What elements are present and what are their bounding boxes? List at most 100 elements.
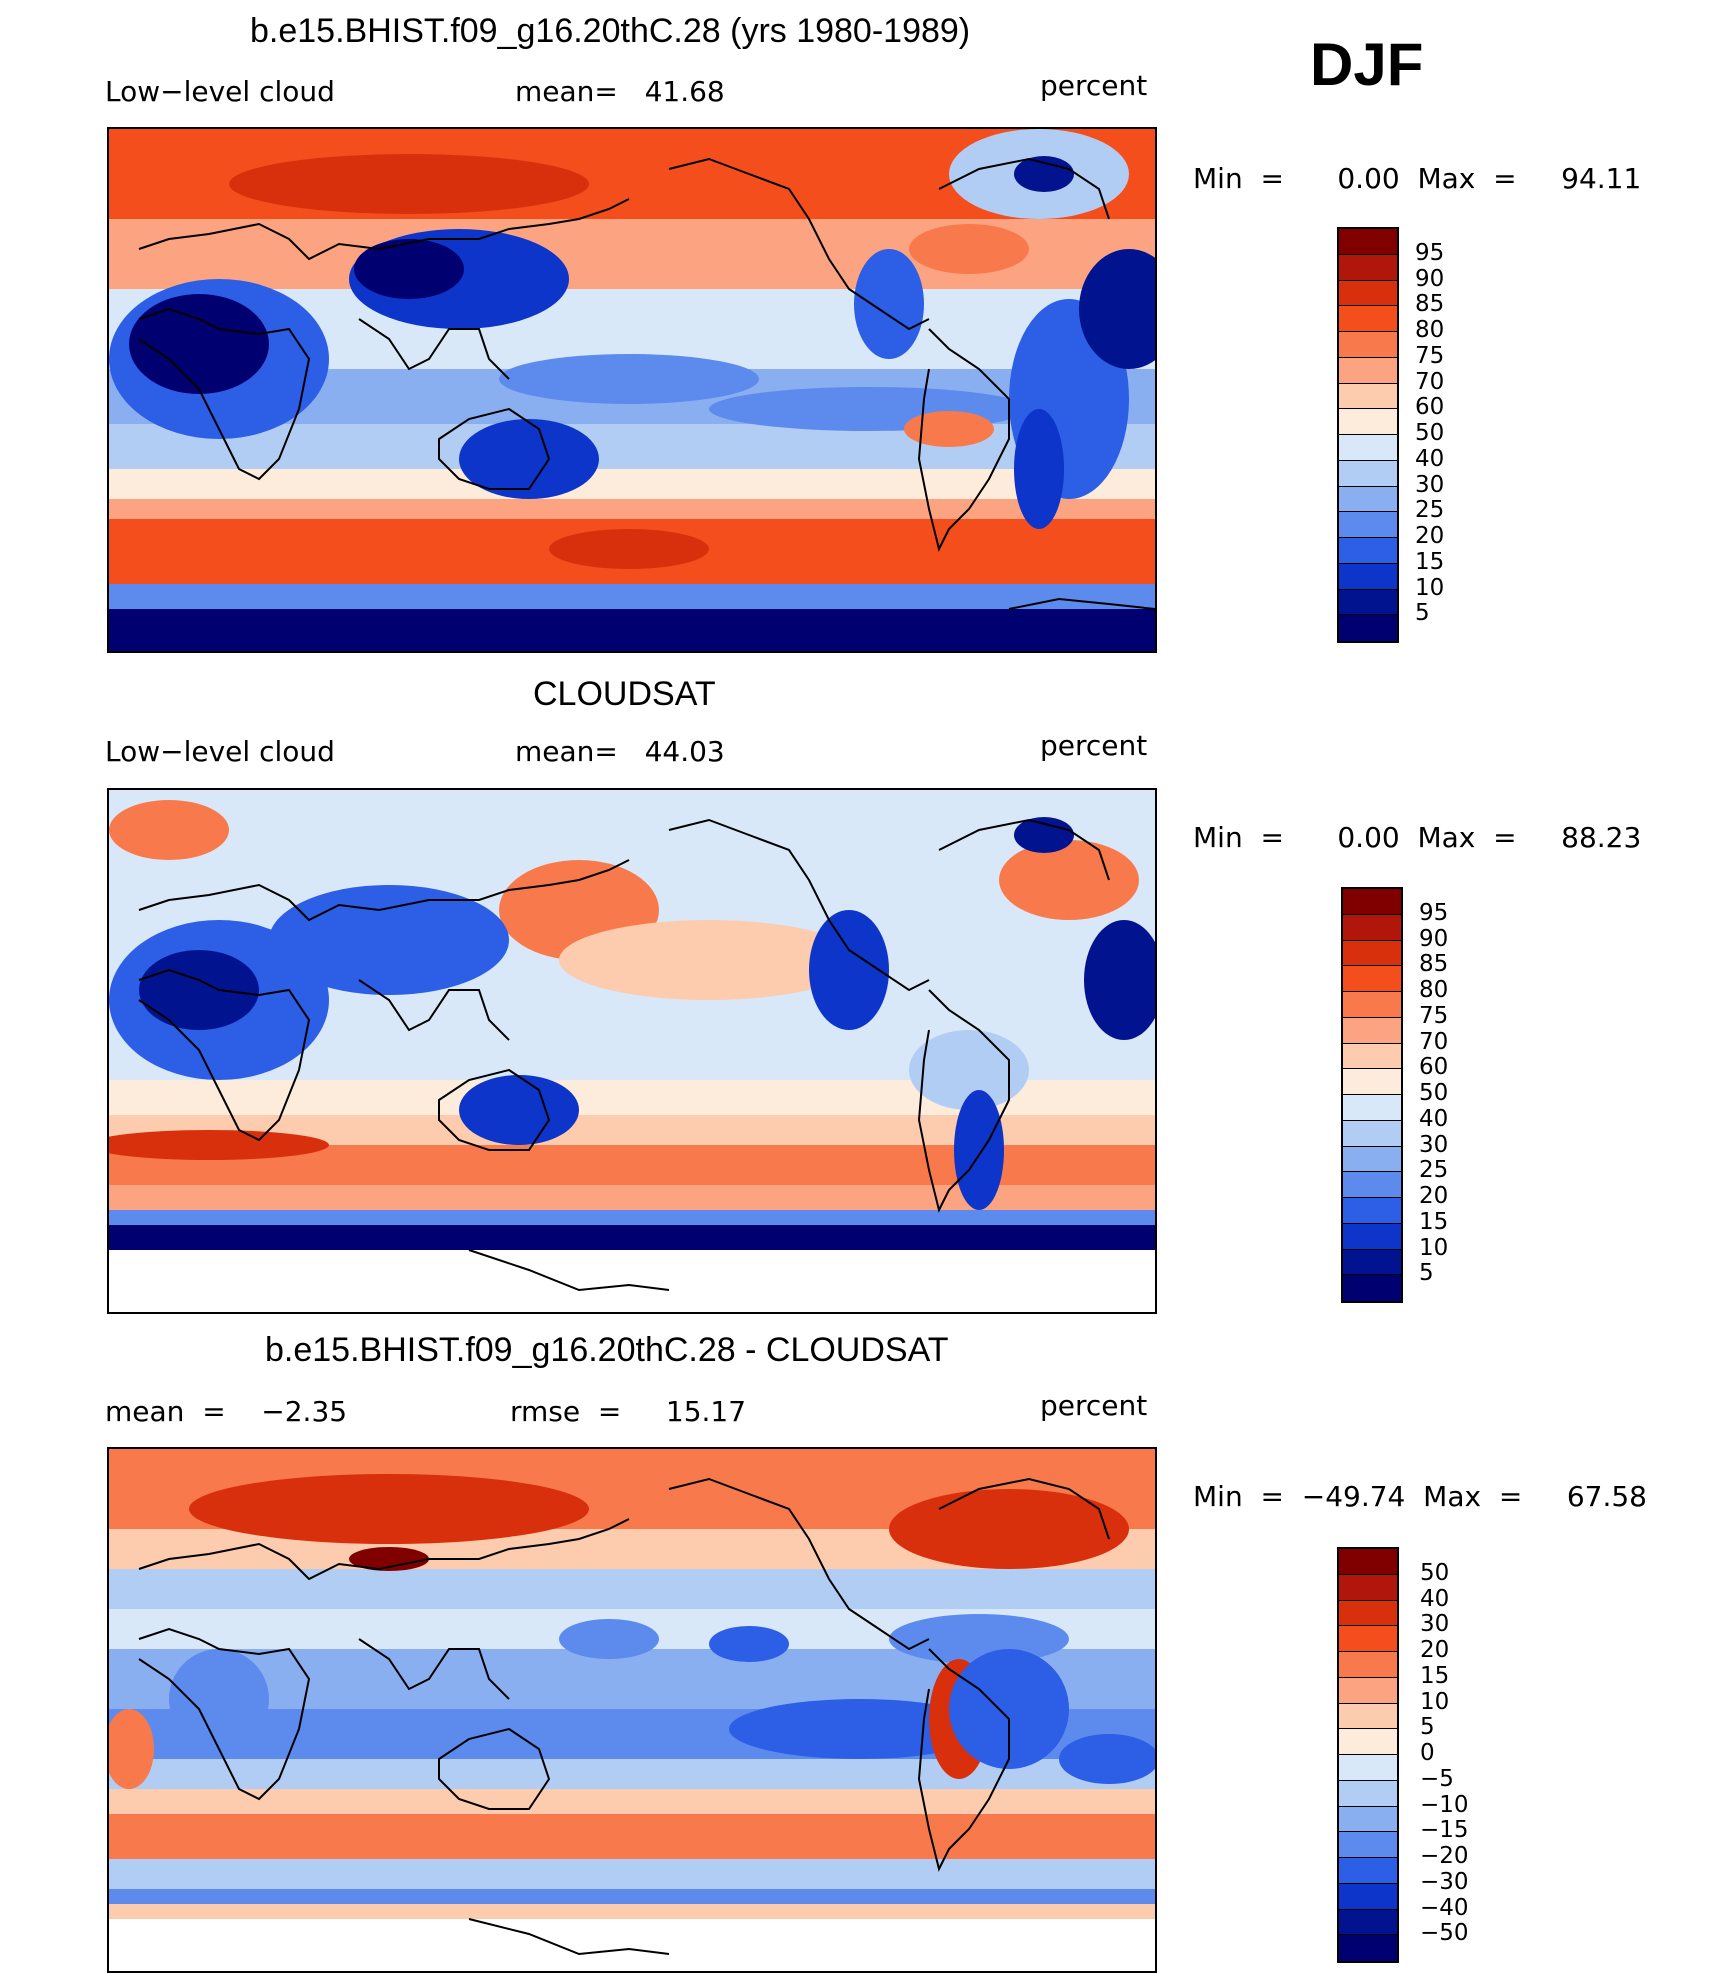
colorbar-swatch — [1339, 1832, 1397, 1858]
colorbar-swatch — [1339, 1806, 1397, 1833]
colorbar-level-label: −30 — [1420, 1868, 1469, 1895]
colorbar-swatch — [1343, 1249, 1401, 1276]
colorbar-level-label: 0 — [1420, 1740, 1435, 1766]
colorbar-swatch — [1339, 1935, 1397, 1961]
colorbar-swatch — [1339, 229, 1397, 255]
colorbar-level-label: −50 — [1420, 1920, 1469, 1947]
colorbar-level-label: 10 — [1420, 1688, 1450, 1715]
colorbar-swatch — [1343, 966, 1401, 992]
colorbar-swatch — [1339, 383, 1397, 410]
colorbar-swatch — [1339, 538, 1397, 564]
colorbar-swatch — [1343, 889, 1401, 915]
colorbar-level-label: 60 — [1419, 1054, 1449, 1081]
colorbar-level-label: −15 — [1420, 1817, 1469, 1844]
colorbar-level-label: 50 — [1415, 420, 1445, 446]
colorbar-swatch — [1339, 254, 1397, 281]
colorbar-swatch — [1343, 1275, 1401, 1301]
panel-diff-colorbar — [1337, 1547, 1399, 1963]
colorbar-level-label: 25 — [1415, 497, 1445, 524]
colorbar-swatch — [1339, 306, 1397, 332]
colorbar-level-label: 15 — [1420, 1662, 1450, 1689]
colorbar-swatch — [1343, 1095, 1401, 1121]
colorbar-swatch — [1339, 435, 1397, 461]
colorbar-swatch — [1343, 940, 1401, 967]
colorbar-swatch — [1343, 1120, 1401, 1147]
colorbar-level-label: −40 — [1420, 1894, 1469, 1921]
colorbar-level-label: 95 — [1419, 899, 1449, 926]
colorbar-swatch — [1339, 1626, 1397, 1652]
colorbar-level-label: 60 — [1415, 394, 1445, 421]
colorbar-swatch — [1339, 409, 1397, 435]
colorbar-swatch — [1339, 1574, 1397, 1601]
panel-obs-colorbar — [1341, 887, 1403, 1303]
panel-obs-variable-label: Low−level cloud — [105, 735, 335, 768]
panel-model-contour-map — [109, 129, 1155, 651]
colorbar-level-label: 30 — [1419, 1131, 1449, 1158]
colorbar-level-label: 5 — [1415, 600, 1430, 627]
colorbar-level-label: 10 — [1419, 1234, 1449, 1261]
colorbar-level-label: 20 — [1415, 523, 1445, 549]
colorbar-swatch — [1339, 357, 1397, 384]
colorbar-level-label: 20 — [1419, 1183, 1449, 1209]
colorbar-swatch — [1339, 1600, 1397, 1627]
colorbar-swatch — [1343, 914, 1401, 941]
colorbar-swatch — [1339, 512, 1397, 538]
panel-diff-contour-map — [109, 1449, 1155, 1971]
colorbar-level-label: 15 — [1419, 1208, 1449, 1235]
colorbar-level-label: 90 — [1419, 925, 1449, 952]
colorbar-level-label: 25 — [1419, 1157, 1449, 1184]
panel-model-map — [107, 127, 1157, 653]
colorbar-level-label: 5 — [1420, 1714, 1435, 1741]
colorbar-swatch — [1339, 460, 1397, 487]
colorbar-level-label: 40 — [1419, 1105, 1449, 1132]
panel-obs-contour-map — [109, 790, 1155, 1312]
panel-diff-units-label: percent — [1040, 1389, 1148, 1422]
colorbar-swatch — [1343, 1017, 1401, 1044]
colorbar-swatch — [1339, 332, 1397, 358]
colorbar-level-label: 80 — [1419, 977, 1449, 1003]
colorbar-swatch — [1339, 1549, 1397, 1575]
panel-model-units-label: percent — [1040, 69, 1148, 102]
panel-model-minmax-label: Min = 0.00 Max = 94.11 — [1193, 162, 1642, 195]
panel-model-colorbar — [1337, 227, 1399, 643]
colorbar-swatch — [1343, 1069, 1401, 1095]
colorbar-level-label: 15 — [1415, 548, 1445, 575]
panel-obs-minmax-label: Min = 0.00 Max = 88.23 — [1193, 821, 1642, 854]
colorbar-level-label: 70 — [1419, 1028, 1449, 1055]
colorbar-swatch — [1339, 1652, 1397, 1678]
panel-obs-units-label: percent — [1040, 729, 1148, 762]
colorbar-level-label: 5 — [1419, 1260, 1434, 1287]
panel-diff-minmax-label: Min = −49.74 Max = 67.58 — [1193, 1480, 1647, 1513]
panel-model-title: b.e15.BHIST.f09_g16.20thC.28 (yrs 1980-1… — [250, 12, 971, 50]
panel-diff-rmse-label: rmse = 15.17 — [510, 1395, 747, 1428]
colorbar-swatch — [1339, 1909, 1397, 1936]
colorbar-level-label: 30 — [1420, 1611, 1450, 1638]
colorbar-swatch — [1339, 615, 1397, 641]
colorbar-level-label: 85 — [1415, 291, 1445, 318]
colorbar-level-label: 75 — [1415, 342, 1445, 369]
season-label: DJF — [1310, 31, 1424, 98]
colorbar-swatch — [1339, 563, 1397, 590]
colorbar-level-label: 40 — [1420, 1585, 1450, 1612]
colorbar-swatch — [1339, 486, 1397, 513]
panel-diff-title: b.e15.BHIST.f09_g16.20thC.28 - CLOUDSAT — [265, 1331, 949, 1369]
panel-obs-mean-label: mean= 44.03 — [515, 735, 725, 768]
colorbar-swatch — [1339, 1729, 1397, 1755]
colorbar-level-label: 20 — [1420, 1637, 1450, 1663]
colorbar-swatch — [1339, 1780, 1397, 1807]
panel-diff-mean-label: mean = −2.35 — [105, 1395, 348, 1428]
colorbar-swatch — [1343, 1198, 1401, 1224]
colorbar-swatch — [1339, 589, 1397, 616]
colorbar-swatch — [1343, 1146, 1401, 1173]
colorbar-swatch — [1339, 1755, 1397, 1781]
colorbar-swatch — [1343, 1172, 1401, 1198]
colorbar-swatch — [1343, 1043, 1401, 1070]
panel-model-mean-label: mean= 41.68 — [515, 75, 725, 108]
colorbar-level-label: −20 — [1420, 1843, 1469, 1869]
colorbar-swatch — [1339, 280, 1397, 307]
colorbar-level-label: 40 — [1415, 445, 1445, 472]
colorbar-level-label: 50 — [1420, 1559, 1450, 1586]
colorbar-swatch — [1343, 992, 1401, 1018]
colorbar-level-label: 50 — [1419, 1080, 1449, 1106]
colorbar-level-label: 70 — [1415, 368, 1445, 395]
